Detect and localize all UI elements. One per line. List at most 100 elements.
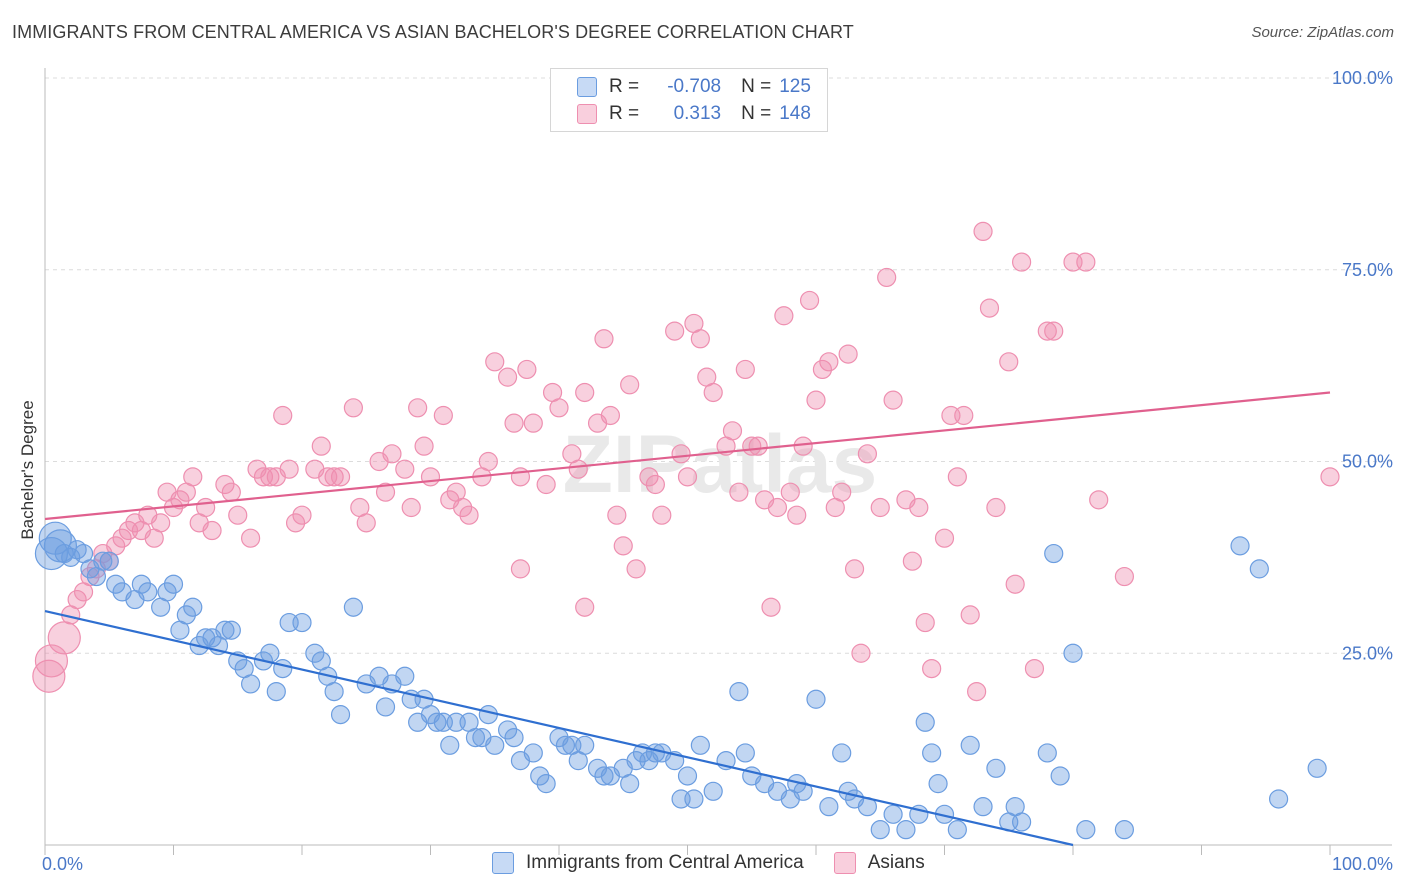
central-america-point [157, 582, 177, 602]
y-tick-label: 75.0% [1342, 260, 1393, 280]
central-america-point [292, 612, 312, 633]
central-america-point [1249, 559, 1269, 579]
central-america-point [620, 774, 640, 794]
asians-point [613, 536, 633, 556]
central-america-point [530, 766, 550, 786]
central-america-point [729, 681, 749, 702]
asians-point [1037, 321, 1057, 341]
asians-point [902, 551, 922, 571]
asians-point [356, 513, 376, 533]
central-america-point [973, 797, 993, 817]
asians-point [1044, 321, 1064, 341]
y-tick-label: 50.0% [1342, 452, 1393, 472]
central-america-point [273, 658, 293, 679]
asians-point [47, 621, 81, 655]
asians-point [870, 497, 890, 518]
asians-point [228, 505, 248, 525]
legend-item-asians: Asians [833, 852, 925, 874]
central-america-point [960, 735, 980, 755]
central-america-point [1044, 543, 1064, 564]
asians-point [600, 405, 621, 426]
central-america-point [986, 758, 1006, 778]
central-america-point [1063, 643, 1083, 663]
asians-point [774, 306, 794, 326]
central-america-point [555, 735, 576, 755]
asians-point [1005, 574, 1025, 594]
legend-swatch-pink [833, 852, 856, 874]
trend-lines [44, 391, 1331, 847]
asians-point [934, 528, 955, 548]
central-america-point [305, 643, 325, 663]
asians-point [285, 513, 306, 533]
asians-point [215, 474, 235, 495]
asians-point [536, 474, 556, 495]
central-america-point [1037, 743, 1057, 763]
watermark: ZIPatlas [563, 419, 877, 510]
asians-point [729, 482, 749, 502]
asians-point [478, 451, 498, 472]
central-america-point [536, 774, 556, 794]
central-america-point [915, 712, 935, 732]
legend-r-label: R = [609, 76, 640, 97]
central-america-point [324, 681, 344, 702]
asians-point [787, 505, 807, 525]
central-america-point [395, 666, 415, 686]
legend-row-central-america: R = -0.708 N = 125 [577, 75, 811, 99]
asians-point [343, 398, 363, 418]
central-america-point [922, 743, 942, 763]
asians-point [812, 359, 833, 380]
central-america-point [176, 605, 196, 625]
asians-point [979, 298, 1000, 318]
asians-point [498, 367, 518, 387]
grid [45, 77, 1392, 654]
y-tick-label: 25.0% [1342, 643, 1393, 663]
central-america-point [594, 766, 614, 786]
central-america-point [883, 804, 903, 824]
y-axis-label: Bachelor's Degree [18, 400, 37, 539]
asians-point [112, 528, 132, 548]
central-america-point [266, 681, 286, 702]
asians-point [645, 474, 665, 495]
central-america-point [106, 574, 126, 594]
asians-point [999, 352, 1019, 372]
central-america-point [684, 789, 704, 809]
central-america-point [896, 820, 916, 840]
asians-point [241, 528, 261, 548]
central-america-point [832, 743, 852, 763]
asians-point [748, 436, 768, 456]
asians-point [260, 467, 280, 487]
central-america-point [221, 620, 241, 640]
asians-point [575, 382, 595, 403]
central-america-point [183, 597, 203, 617]
asians-point [851, 643, 871, 663]
asians-point [671, 444, 691, 464]
asians-point [273, 405, 293, 426]
asians-point [1114, 566, 1135, 587]
asians-point [67, 589, 87, 610]
asians-point [382, 444, 402, 464]
asians-point [652, 505, 672, 525]
central-america-point [870, 820, 890, 840]
asians-point [915, 612, 935, 633]
central-america-point [703, 781, 723, 801]
asians-points [32, 221, 1340, 702]
legend-n-label: N = [741, 76, 772, 97]
asians-point [568, 459, 588, 479]
asians-point [780, 482, 800, 502]
central-america-point [485, 735, 505, 755]
asians-point [414, 436, 434, 456]
central-america-point [375, 697, 396, 717]
asians-point [510, 559, 531, 579]
asians-point [761, 597, 781, 617]
x-tick-label: 100.0% [1332, 854, 1393, 874]
asians-point [844, 559, 865, 579]
central-america-point [215, 620, 235, 640]
central-america-point [138, 582, 158, 602]
central-america-point [1076, 820, 1096, 840]
central-america-point [131, 574, 151, 594]
central-america-point [427, 712, 447, 732]
central-america-point [93, 551, 113, 571]
asians-point [504, 413, 524, 433]
asians-point [330, 467, 351, 487]
asians-point [986, 497, 1006, 518]
